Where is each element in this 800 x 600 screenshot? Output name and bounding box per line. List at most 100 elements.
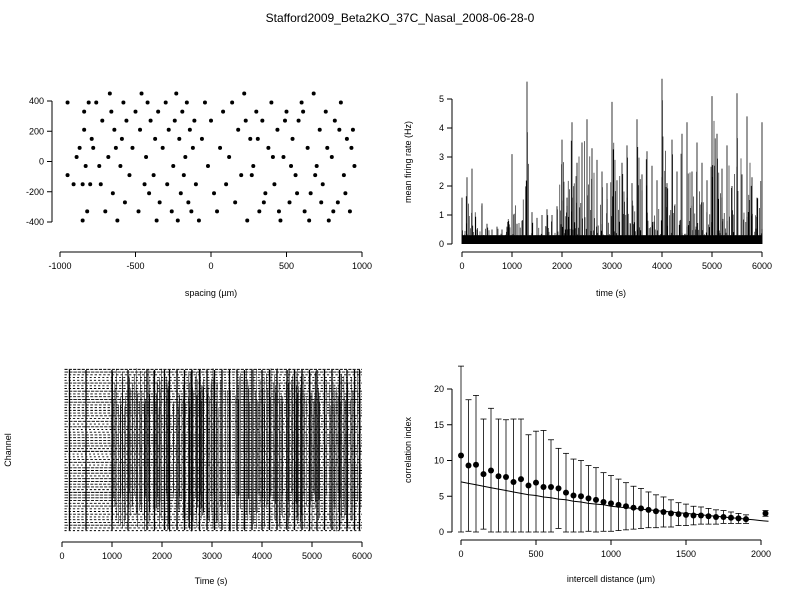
spacing-point xyxy=(147,191,152,196)
spacing-point xyxy=(249,173,254,178)
spacing-point xyxy=(187,127,192,132)
spacing-point xyxy=(230,100,235,105)
spacing-point xyxy=(190,145,195,150)
spacing-point xyxy=(227,154,232,159)
spacing-point xyxy=(100,118,105,123)
correlation-x-tick-label: 2000 xyxy=(751,549,771,559)
spacing-point xyxy=(302,209,307,214)
correlation-point xyxy=(593,496,599,503)
spacing-point xyxy=(221,109,226,114)
spacing-point xyxy=(145,100,150,105)
raster-x-tick-label: 2000 xyxy=(152,551,172,561)
spacing-y-tick-label: 0 xyxy=(39,157,44,167)
correlation-point xyxy=(525,482,532,489)
spacing-point xyxy=(293,173,298,178)
spacing-point xyxy=(82,109,87,114)
raster-x-tick-label: 5000 xyxy=(302,551,322,561)
correlation-axes: 0 500 1000 1500 2000 0 5 10 15 20 xyxy=(434,384,771,559)
spacing-point xyxy=(124,118,129,123)
firing-rate-y-tick-label: 3 xyxy=(439,152,444,162)
correlation-point xyxy=(668,510,674,517)
spacing-point xyxy=(205,164,210,169)
spacing-point xyxy=(153,136,158,141)
spacing-point xyxy=(171,164,176,169)
spacing-point xyxy=(341,173,346,178)
spacing-point xyxy=(109,109,114,114)
spacing-point xyxy=(215,209,220,214)
correlation-point xyxy=(578,493,584,500)
spacing-point xyxy=(180,109,185,114)
correlation-xlabel: intercell distance (µm) xyxy=(567,574,655,584)
correlation-y-tick-label: 15 xyxy=(434,420,444,430)
spacing-point xyxy=(248,136,253,141)
spacing-point xyxy=(192,118,197,123)
spacing-point xyxy=(338,100,343,105)
spacing-point xyxy=(80,182,85,187)
spacing-point xyxy=(335,200,340,205)
correlation-point xyxy=(645,506,652,513)
spacing-point xyxy=(178,191,183,196)
firing-rate-x-tick-label: 3000 xyxy=(602,261,622,271)
correlation-point xyxy=(743,516,749,523)
spacing-point xyxy=(245,218,250,223)
spacing-x-tick-label: 0 xyxy=(208,261,213,271)
spacing-point xyxy=(130,145,135,150)
spacing-point xyxy=(112,127,117,132)
raster-xlabel: Time (s) xyxy=(195,576,228,586)
spacing-point xyxy=(144,154,149,159)
spacing-point xyxy=(113,145,118,150)
correlation-point xyxy=(660,508,667,515)
spacing-point xyxy=(160,145,165,150)
spacing-point xyxy=(326,218,331,223)
spacing-point xyxy=(166,127,171,132)
spacing-point xyxy=(133,109,138,114)
spacing-point xyxy=(122,200,127,205)
spacing-point xyxy=(290,136,295,141)
correlation-point xyxy=(630,504,637,511)
spacing-x-tick-label: 500 xyxy=(279,261,294,271)
spacing-point xyxy=(83,164,88,169)
spacing-point xyxy=(169,209,174,214)
spacing-point xyxy=(236,127,241,132)
spacing-point xyxy=(325,145,330,150)
correlation-point xyxy=(728,514,734,521)
firing-rate-trace xyxy=(461,78,763,244)
spacing-point xyxy=(212,191,217,196)
spacing-x-tick-label: -500 xyxy=(126,261,144,271)
spacing-point xyxy=(77,145,82,150)
correlation-point xyxy=(548,483,554,490)
correlation-y-tick-label: 0 xyxy=(439,527,444,537)
spacing-point xyxy=(127,173,132,178)
spacing-point xyxy=(311,91,316,96)
firing-rate-y-tick-label: 4 xyxy=(439,123,444,133)
spacing-point xyxy=(106,154,111,159)
spacing-point xyxy=(301,109,306,114)
spacing-point xyxy=(82,127,87,132)
spacing-point xyxy=(103,209,108,214)
raster-x-tick-label: 0 xyxy=(59,551,64,561)
spacing-point xyxy=(350,127,355,132)
raster-x-tick-label: 3000 xyxy=(202,551,222,561)
spacing-point xyxy=(177,136,182,141)
correlation-point xyxy=(533,479,539,486)
spacing-point xyxy=(115,218,120,223)
raster-x-tick-label: 6000 xyxy=(352,551,372,561)
spacing-point xyxy=(239,173,244,178)
correlation-x-tick-label: 1000 xyxy=(601,549,621,559)
spacing-point xyxy=(224,182,229,187)
spacing-point xyxy=(80,218,85,223)
firing-rate-ylabel: mean firing rate (Hz) xyxy=(403,121,413,203)
spacing-point xyxy=(89,136,94,141)
spacing-point xyxy=(218,145,223,150)
firing-rate-xlabel: time (s) xyxy=(596,288,626,298)
correlation-point xyxy=(510,478,517,485)
spacing-point xyxy=(305,145,310,150)
figure-title: Stafford2009_Beta2KO_37C_Nasal_2008-06-2… xyxy=(266,11,535,25)
spacing-point xyxy=(74,154,79,159)
correlation-point xyxy=(555,485,562,492)
panel-spacing: -1000 -500 0 500 1000 -400 -200 0 200 400 spacing… xyxy=(26,91,372,298)
firing-rate-x-tick-label: 1000 xyxy=(502,261,522,271)
correlation-point xyxy=(653,508,659,515)
correlation-point xyxy=(690,512,697,519)
